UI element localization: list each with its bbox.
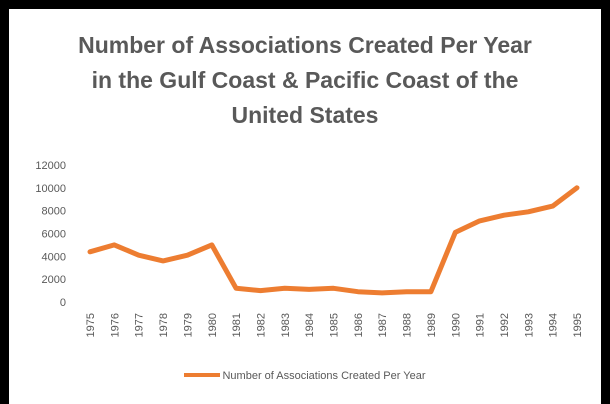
x-tick-label: 1991 — [475, 313, 487, 337]
y-axis: 0 2000 4000 6000 8000 10000 12000 — [35, 160, 66, 309]
chart-title-line-3: United States — [231, 102, 379, 128]
x-tick-label: 1992 — [499, 313, 511, 337]
y-tick-label: 2000 — [42, 274, 66, 286]
chart-title-line-1: Number of Associations Created Per Year — [78, 32, 532, 58]
x-tick-label: 1993 — [523, 313, 535, 337]
legend-label: Number of Associations Created Per Year — [222, 370, 426, 382]
x-tick-label: 1983 — [280, 313, 292, 337]
x-tick-label: 1979 — [182, 313, 194, 337]
series-line — [87, 185, 580, 296]
y-tick-label: 12000 — [35, 160, 66, 172]
legend: Number of Associations Created Per Year — [0, 368, 610, 384]
x-tick-label: 1984 — [304, 313, 316, 337]
y-tick-label: 6000 — [42, 229, 66, 241]
x-tick-label: 1985 — [329, 313, 341, 337]
y-tick-label: 8000 — [42, 206, 66, 218]
x-tick-label: 1980 — [207, 313, 219, 337]
x-tick-label: 1976 — [109, 313, 121, 337]
x-axis: 1975 1976 1977 1978 1979 1980 1981 1982 1983 1984… — [85, 313, 584, 337]
x-tick-label: 1994 — [548, 313, 560, 337]
x-tick-label: 1982 — [255, 313, 267, 337]
chart-title: Number of Associations Created Per Year … — [0, 28, 610, 133]
x-tick-label: 1990 — [450, 313, 462, 337]
x-tick-label: 1978 — [158, 313, 170, 337]
y-tick-label: 4000 — [42, 251, 66, 263]
chart-title-line-2: in the Gulf Coast & Pacific Coast of the — [91, 67, 519, 93]
x-tick-label: 1987 — [377, 313, 389, 337]
x-tick-label: 1975 — [85, 313, 97, 337]
x-tick-label: 1995 — [572, 313, 584, 337]
chart-panel — [9, 9, 601, 404]
series-layer — [87, 185, 580, 296]
x-tick-label: 1988 — [402, 313, 414, 337]
legend-swatch — [184, 373, 221, 378]
x-tick-label: 1977 — [134, 313, 146, 337]
x-tick-label: 1981 — [231, 313, 243, 337]
y-tick-label: 10000 — [35, 183, 66, 195]
y-tick-label: 0 — [60, 297, 66, 309]
x-tick-label: 1989 — [426, 313, 438, 337]
x-tick-label: 1986 — [353, 313, 365, 337]
